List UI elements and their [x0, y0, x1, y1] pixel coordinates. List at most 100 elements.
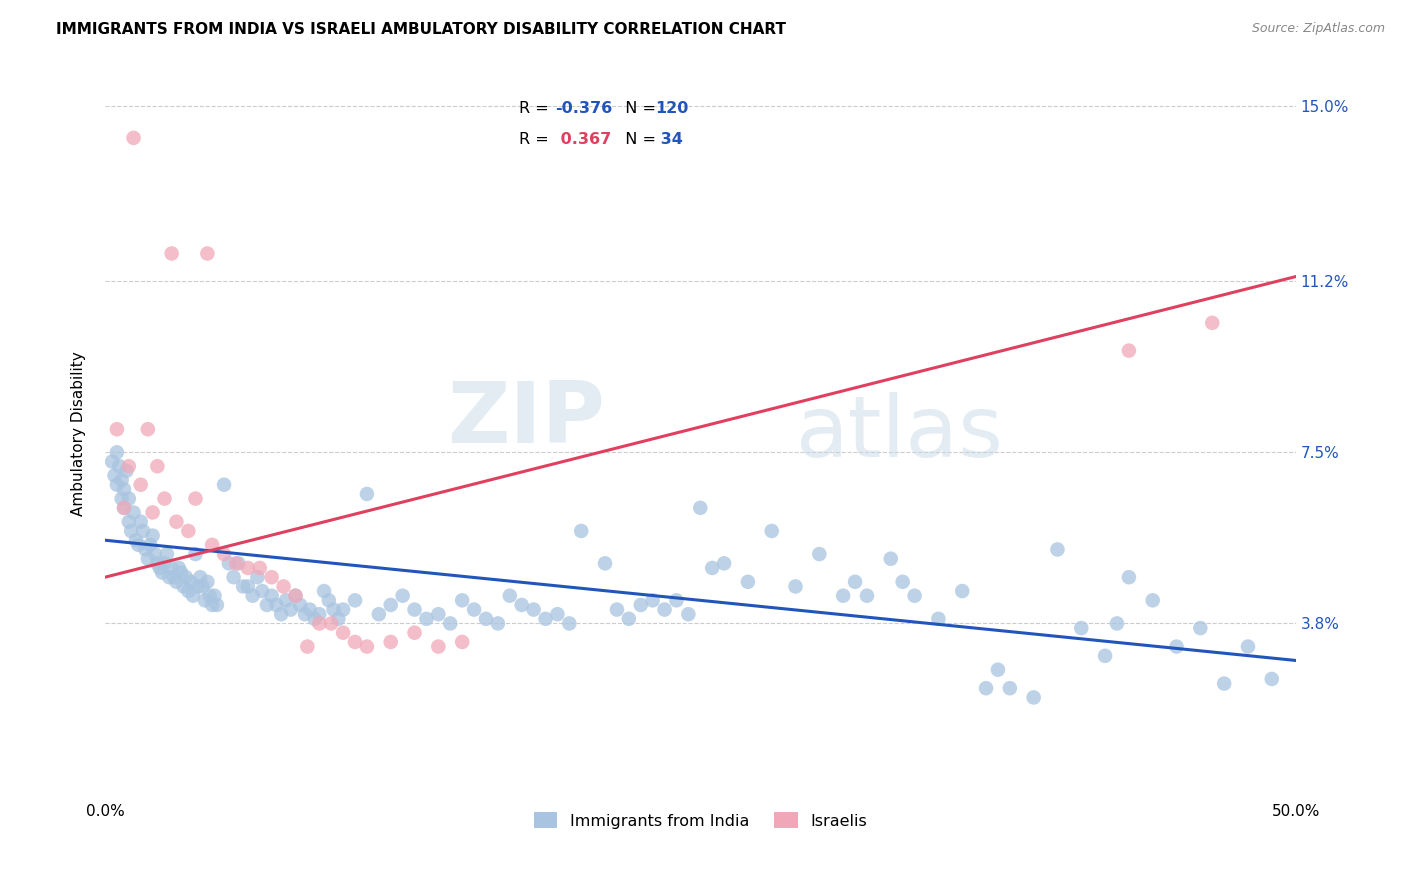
Point — [266, 598, 288, 612]
Point — [713, 557, 735, 571]
Point — [136, 422, 159, 436]
Point — [312, 584, 335, 599]
Point — [593, 557, 616, 571]
Point — [415, 612, 437, 626]
Point — [242, 589, 264, 603]
Point — [149, 561, 172, 575]
Point — [105, 445, 128, 459]
Point — [297, 640, 319, 654]
Point — [201, 538, 224, 552]
Point — [486, 616, 509, 631]
Legend: Immigrants from India, Israelis: Immigrants from India, Israelis — [527, 805, 873, 835]
Point — [343, 593, 366, 607]
Point — [167, 561, 190, 575]
Point — [112, 483, 135, 497]
Point — [143, 547, 166, 561]
Text: Source: ZipAtlas.com: Source: ZipAtlas.com — [1251, 22, 1385, 36]
Point — [112, 500, 135, 515]
Point — [737, 574, 759, 589]
Point — [630, 598, 652, 612]
Text: R =: R = — [519, 102, 554, 116]
Point — [225, 557, 247, 571]
Point — [284, 589, 307, 603]
Text: -0.376: -0.376 — [555, 102, 612, 116]
Point — [1118, 570, 1140, 584]
Point — [174, 570, 197, 584]
Point — [903, 589, 925, 603]
Point — [404, 602, 426, 616]
Point — [212, 477, 235, 491]
Point — [380, 635, 402, 649]
Point — [308, 607, 330, 622]
Point — [170, 566, 193, 580]
Point — [702, 561, 724, 575]
Point — [927, 612, 949, 626]
Point — [181, 589, 204, 603]
Point — [142, 528, 165, 542]
Point — [654, 602, 676, 616]
Text: 34: 34 — [655, 132, 683, 147]
Point — [1261, 672, 1284, 686]
Text: 120: 120 — [655, 102, 689, 116]
Point — [463, 602, 485, 616]
Point — [427, 640, 450, 654]
Point — [111, 473, 134, 487]
Point — [641, 593, 664, 607]
Text: IMMIGRANTS FROM INDIA VS ISRAELI AMBULATORY DISABILITY CORRELATION CHART: IMMIGRANTS FROM INDIA VS ISRAELI AMBULAT… — [56, 22, 786, 37]
Point — [173, 579, 195, 593]
Point — [132, 524, 155, 538]
Point — [534, 612, 557, 626]
Point — [1070, 621, 1092, 635]
Point — [808, 547, 831, 561]
Point — [280, 602, 302, 616]
Point — [118, 515, 141, 529]
Point — [367, 607, 389, 622]
Point — [569, 524, 592, 538]
Point — [523, 602, 546, 616]
Point — [1166, 640, 1188, 654]
Point — [195, 246, 218, 260]
Point — [222, 570, 245, 584]
Point — [356, 640, 378, 654]
Point — [475, 612, 498, 626]
Point — [260, 570, 283, 584]
Point — [998, 681, 1021, 696]
Point — [1201, 316, 1223, 330]
Point — [246, 570, 269, 584]
Point — [1213, 676, 1236, 690]
Point — [1189, 621, 1212, 635]
Point — [1105, 616, 1128, 631]
Text: N =: N = — [614, 102, 661, 116]
Point — [987, 663, 1010, 677]
Point — [380, 598, 402, 612]
Point — [201, 598, 224, 612]
Point — [332, 602, 354, 616]
Point — [129, 477, 152, 491]
Point — [546, 607, 568, 622]
Point — [298, 602, 321, 616]
Point — [290, 598, 312, 612]
Point — [184, 491, 207, 506]
Point — [146, 459, 169, 474]
Point — [1094, 648, 1116, 663]
Point — [212, 547, 235, 561]
Point — [111, 491, 134, 506]
Point — [260, 589, 283, 603]
Point — [1142, 593, 1164, 607]
Point — [249, 561, 271, 575]
Point — [1046, 542, 1069, 557]
Point — [127, 538, 149, 552]
Point — [205, 598, 228, 612]
Point — [256, 598, 278, 612]
Point — [321, 616, 343, 631]
Point — [678, 607, 700, 622]
Point — [689, 500, 711, 515]
Point — [270, 607, 292, 622]
Point — [236, 579, 259, 593]
Point — [558, 616, 581, 631]
Point — [427, 607, 450, 622]
Point — [332, 625, 354, 640]
Point — [439, 616, 461, 631]
Point — [153, 491, 176, 506]
Point — [156, 547, 179, 561]
